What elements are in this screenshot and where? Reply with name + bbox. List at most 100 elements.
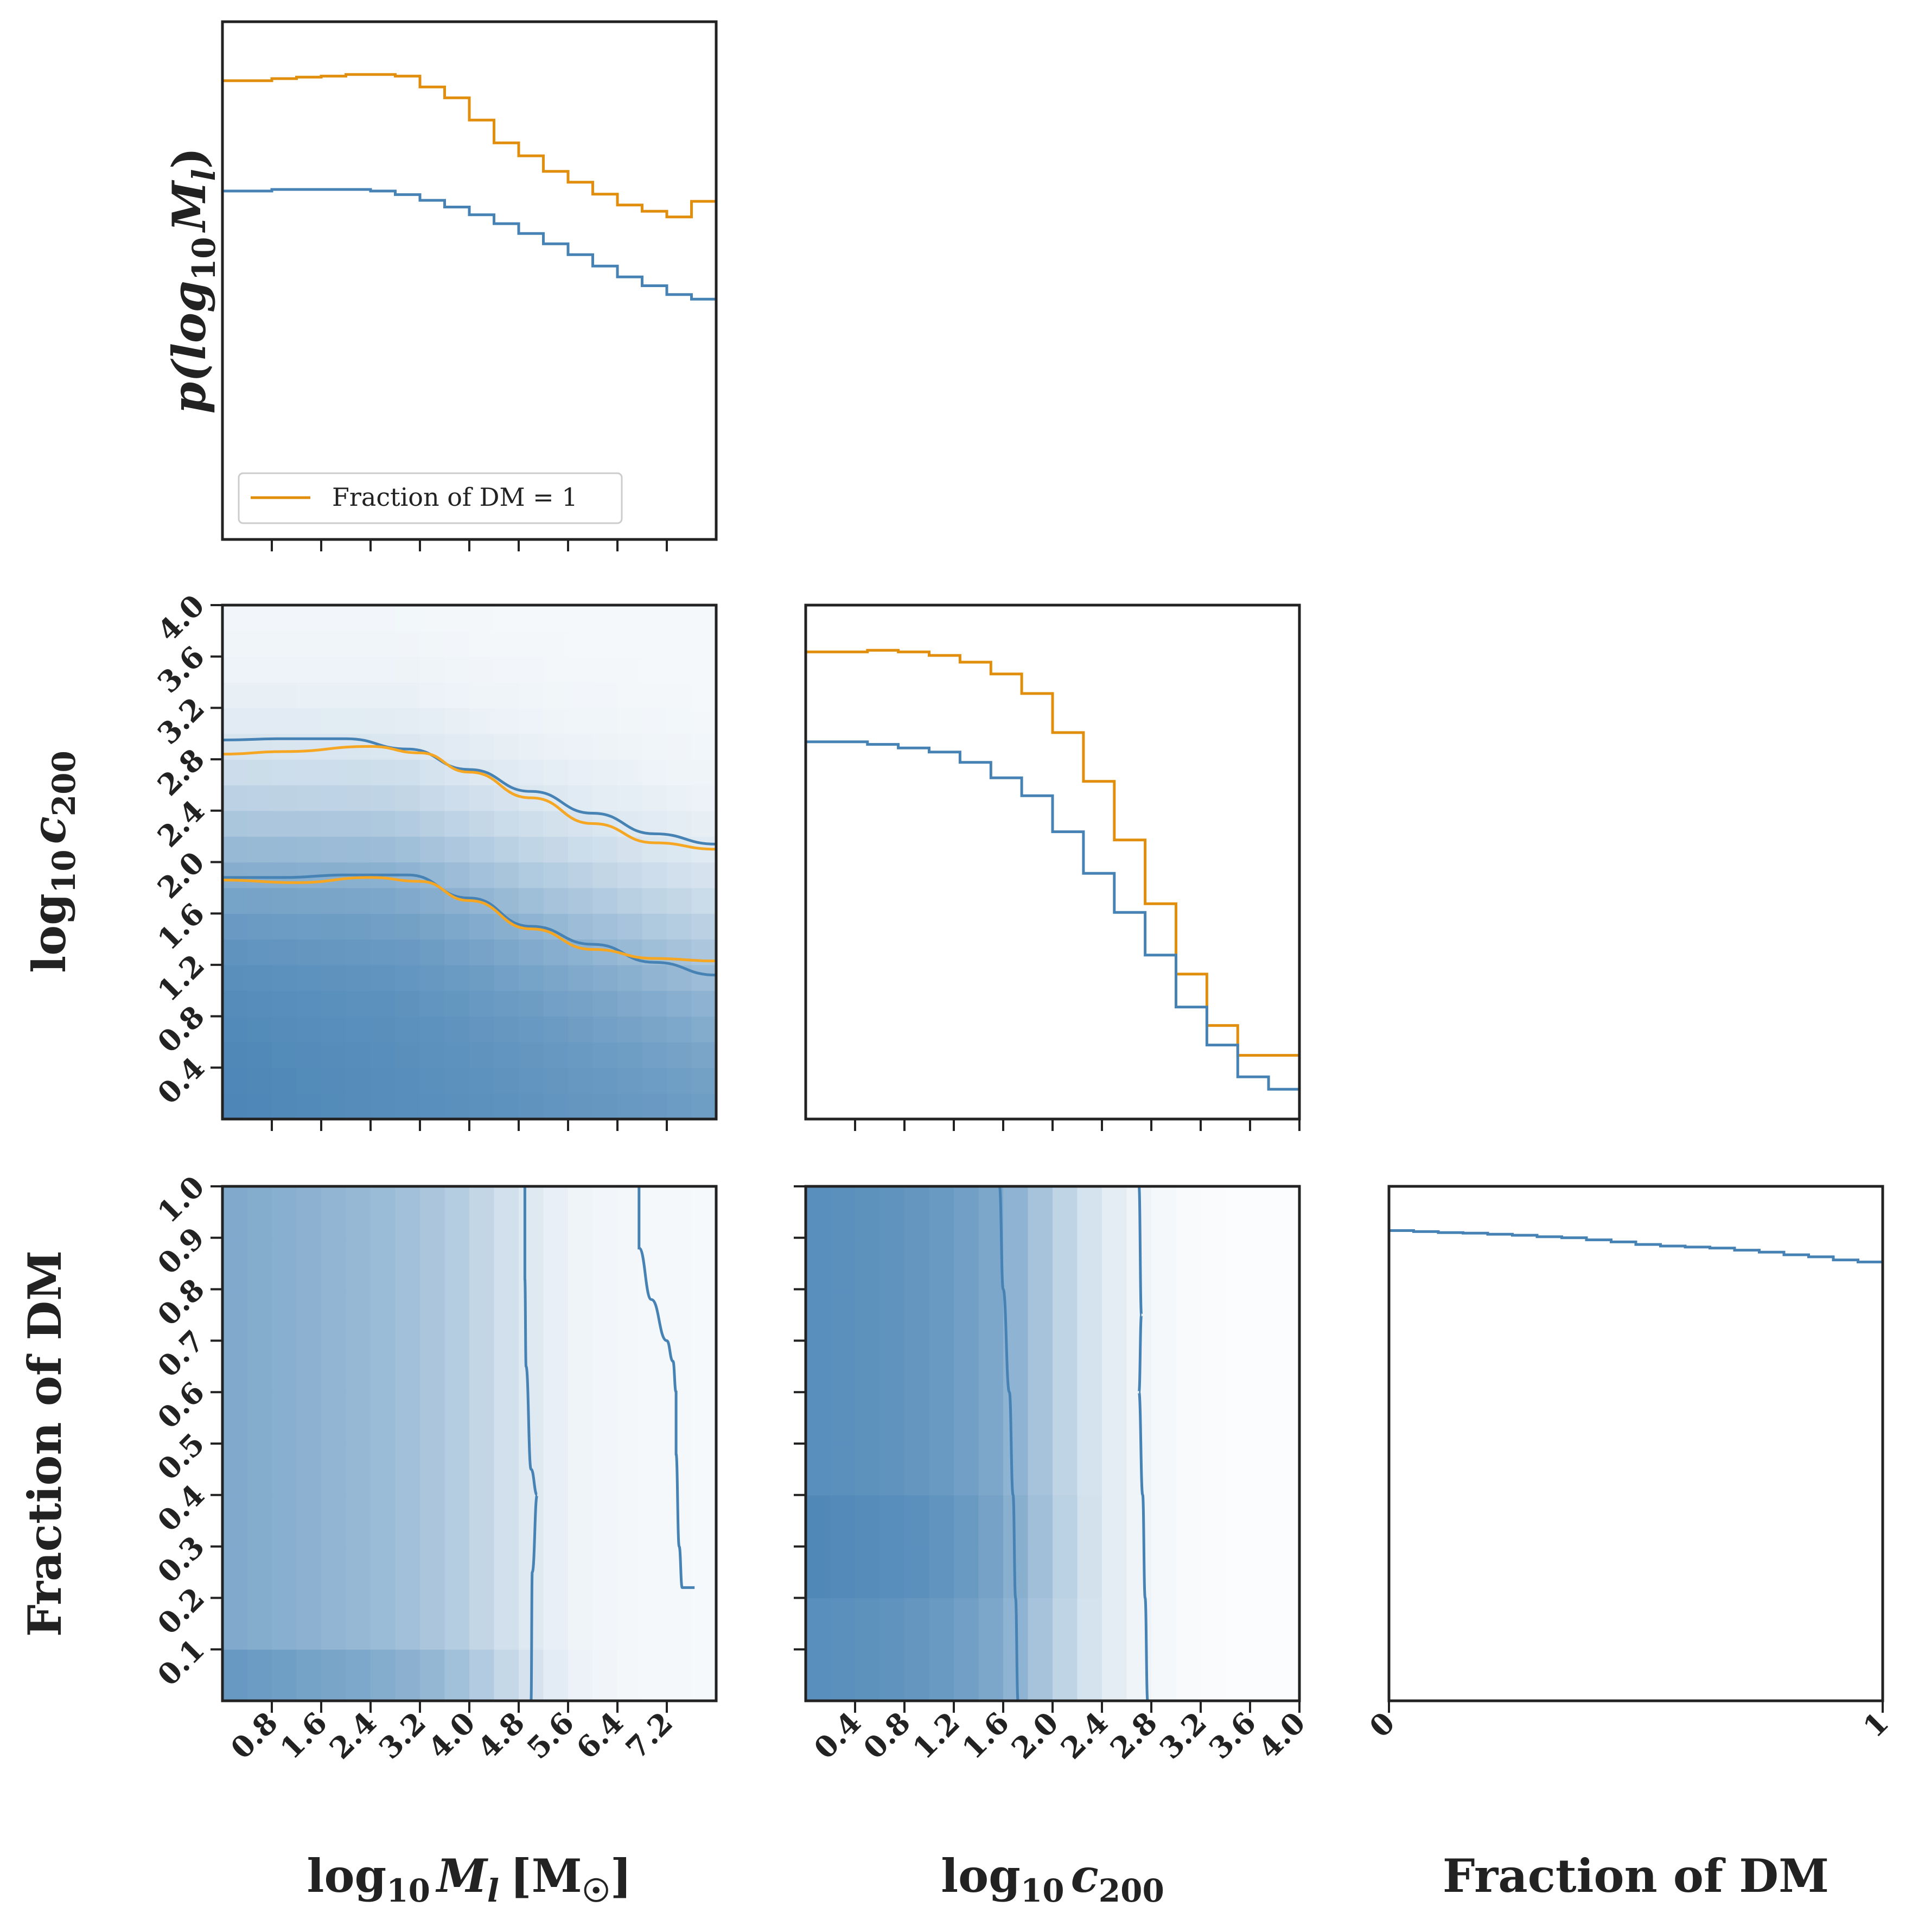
x-tick-label: 1.6 <box>273 1705 334 1766</box>
heatmap-cell <box>444 964 470 991</box>
heatmap-cell <box>1176 1237 1201 1290</box>
heatmap-cell <box>954 1289 979 1341</box>
heatmap-cell <box>444 1340 470 1393</box>
heatmap-cell <box>830 1237 856 1290</box>
heatmap-cell <box>1176 1444 1201 1496</box>
heatmap-cell <box>222 1340 248 1393</box>
heatmap-cell <box>1151 1340 1177 1393</box>
heatmap-cell <box>296 1042 322 1068</box>
heatmap-cell <box>222 939 248 965</box>
heatmap-cell <box>519 631 544 657</box>
heatmap-cell <box>420 887 445 914</box>
heatmap-cell <box>272 1392 297 1444</box>
heatmap-cell <box>346 682 371 708</box>
heatmap-cell <box>617 1649 643 1701</box>
heatmap-cell <box>592 1340 618 1393</box>
heatmap-cell <box>667 785 692 811</box>
heatmap-cell <box>321 631 347 657</box>
heatmap-cell <box>469 708 495 734</box>
heatmap-cell <box>617 1340 643 1393</box>
heatmap-cell <box>346 1392 371 1444</box>
heatmap-cell <box>617 1444 643 1496</box>
heatmap-cell <box>617 913 643 940</box>
heatmap-cell <box>272 1186 297 1238</box>
heatmap-cell <box>395 708 420 734</box>
heatmap-cell <box>494 1237 519 1290</box>
heatmap-cell <box>1053 1598 1078 1650</box>
heatmap-cell <box>617 862 643 888</box>
heatmap-cell <box>519 964 544 991</box>
heatmap-cell <box>642 990 667 1017</box>
heatmap-cell <box>691 1186 716 1238</box>
heatmap-cell <box>346 1649 371 1701</box>
heatmap-cell <box>321 1289 347 1341</box>
heatmap-cell <box>444 785 470 811</box>
heatmap-cell <box>272 1546 297 1598</box>
heatmap-cell <box>296 656 322 683</box>
heatmap-cell <box>830 1186 856 1238</box>
y-tick-label: 0.4 <box>151 1478 212 1539</box>
heatmap-cell <box>296 682 322 708</box>
heatmap-cell <box>272 939 297 965</box>
heatmap-cell <box>469 964 495 991</box>
heatmap-cell <box>592 913 618 940</box>
heatmap-cell <box>321 1067 347 1094</box>
contour-blue-2 <box>222 873 716 977</box>
heatmap-cell <box>469 682 495 708</box>
heatmap-cell <box>568 1340 594 1393</box>
heatmap-cell <box>879 1392 905 1444</box>
heatmap-cell <box>272 708 297 734</box>
heatmap-cell <box>371 605 396 631</box>
heatmap-cell <box>371 1067 396 1094</box>
heatmap-cell <box>617 964 643 991</box>
heatmap-cell <box>1151 1495 1177 1547</box>
heatmap-cell <box>1201 1649 1226 1701</box>
heatmap-cell <box>667 913 692 940</box>
heatmap-cell <box>1274 1546 1299 1598</box>
heatmap-cell <box>247 708 272 734</box>
heatmap-cell <box>642 759 667 786</box>
heatmap-cell <box>1274 1598 1299 1650</box>
x-tick-label: 3.6 <box>1202 1705 1263 1766</box>
heatmap-cell <box>222 1495 248 1547</box>
heatmap-cell <box>371 1186 396 1238</box>
heatmap-cell <box>321 1237 347 1290</box>
heatmap-cell <box>494 836 519 863</box>
ylabel-marginal-logM: p(log10Ml) <box>162 148 222 414</box>
heatmap-cell <box>469 1042 495 1068</box>
heatmap-cell <box>1077 1598 1102 1650</box>
heatmap-cell <box>272 631 297 657</box>
heatmap-cell <box>272 1495 297 1547</box>
heatmap-cell <box>519 1237 544 1290</box>
heatmap-cell <box>420 708 445 734</box>
heatmap-cell <box>519 887 544 914</box>
heatmap-cell <box>642 1598 667 1650</box>
heatmap-cell <box>568 1186 594 1238</box>
contour-contour_orange-1 <box>222 745 716 851</box>
heatmap-cell <box>346 1495 371 1547</box>
heatmap-cell <box>296 810 322 837</box>
heatmap-cell <box>494 964 519 991</box>
heatmap-cell <box>929 1598 954 1650</box>
heatmap-cell <box>247 887 272 914</box>
heatmap-cell <box>1028 1289 1053 1341</box>
heatmap-cell <box>1126 1495 1152 1547</box>
heatmap-cell <box>617 1546 643 1598</box>
heatmap-cell <box>395 1495 420 1547</box>
heatmap-cell <box>469 913 495 940</box>
heatmap-cell <box>543 708 569 734</box>
heatmap-cell <box>1028 1649 1053 1701</box>
heatmap-cell <box>691 785 716 811</box>
heatmap-cell <box>543 1186 569 1238</box>
heatmap-cell <box>929 1649 954 1701</box>
heatmap-cell <box>321 682 347 708</box>
y-tick-label: 2.4 <box>151 793 212 854</box>
heatmap-cell <box>904 1186 930 1238</box>
heatmap-cell <box>830 1598 856 1650</box>
y-tick-label: 2.0 <box>151 844 212 905</box>
heatmap-cell <box>1151 1598 1177 1650</box>
x-tick-label: 0.4 <box>807 1705 868 1766</box>
heatmap-cell <box>617 1598 643 1650</box>
heatmap-cell <box>1126 1444 1152 1496</box>
legend-box <box>238 472 623 524</box>
